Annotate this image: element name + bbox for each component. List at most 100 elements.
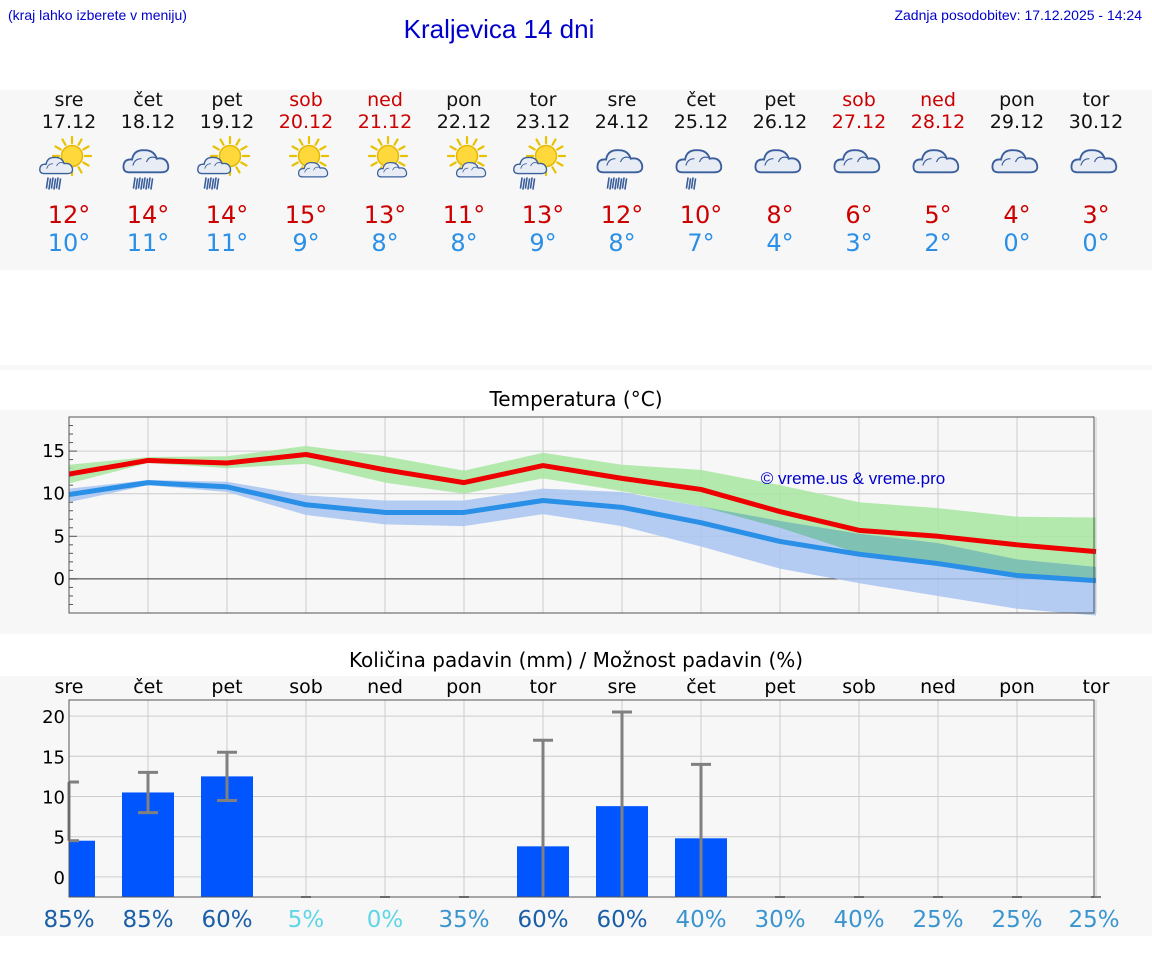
x-category-label: čet <box>133 676 163 698</box>
precipitation-probability: 35% <box>438 907 489 933</box>
sun-ray <box>291 145 299 151</box>
precipitation-chart: sre čet pet sob ned pon tor sre čet pet sob ned pon t… <box>42 676 1119 933</box>
cloud-line <box>777 156 789 163</box>
cloud-icon <box>596 149 644 174</box>
day-column: ned 21.12 13° 8° <box>345 89 425 257</box>
day-date: 20.12 <box>278 111 334 133</box>
precipitation-probability: 85% <box>122 907 173 933</box>
cloud-line <box>214 162 222 167</box>
cloud-line <box>1080 158 1090 166</box>
rain-drop <box>203 177 207 189</box>
sun-ray <box>240 145 248 151</box>
max-temperature: 14° <box>205 201 249 229</box>
cloud-line <box>56 162 64 167</box>
sun-ray <box>235 138 241 146</box>
max-temperature: 11° <box>442 201 486 229</box>
sun-ray <box>319 145 327 151</box>
day-date: 18.12 <box>120 111 176 133</box>
min-temperature: 0° <box>1082 229 1110 257</box>
sun-ray <box>472 138 478 146</box>
precipitation-probability: 85% <box>43 907 94 933</box>
day-date: 29.12 <box>989 111 1045 133</box>
rain-drop <box>58 178 62 190</box>
cloud-line <box>46 163 53 169</box>
day-date: 22.12 <box>436 111 492 133</box>
precipitation-probability: 60% <box>201 907 252 933</box>
cloud-shape <box>122 149 170 174</box>
sun-ray <box>551 166 557 174</box>
sun-cloud-rain-icon <box>29 133 109 201</box>
x-category-label: pet <box>211 676 242 698</box>
precipitation-probability: 60% <box>517 907 568 933</box>
x-category-label: sob <box>842 676 876 698</box>
cloud-shape <box>513 156 548 175</box>
min-temperature: 0° <box>1003 229 1031 257</box>
cloud-line <box>471 166 478 171</box>
cloud-shape <box>297 161 329 178</box>
sun-ray <box>535 138 541 146</box>
day-column: ned 28.12 5° 2° <box>898 89 978 257</box>
rain-drop <box>145 178 149 190</box>
rain-drop <box>693 178 697 190</box>
sun-ray <box>82 161 90 167</box>
rain-drop <box>50 177 54 189</box>
rain-drop <box>619 178 623 190</box>
cloud-icon <box>197 156 232 175</box>
cloud-shape <box>754 149 802 174</box>
rain-drop <box>609 178 613 190</box>
min-temperature-line <box>68 480 1097 584</box>
sun-ray <box>556 161 564 167</box>
x-category-label: ned <box>920 676 956 698</box>
max-temperature: 4° <box>1003 201 1031 229</box>
day-column: čet 18.12 14° 11° <box>108 89 188 257</box>
cloud-shape <box>991 149 1039 174</box>
min-temperature: 3° <box>845 229 873 257</box>
day-column: sre 24.12 12° 8° <box>582 89 662 257</box>
max-temperature: 15° <box>284 201 328 229</box>
cloud-line <box>462 167 469 173</box>
min-temperature: 11° <box>205 229 249 257</box>
rain-drop <box>213 177 217 189</box>
rain-drop <box>522 178 526 190</box>
rain-drop <box>519 177 523 189</box>
rain-drop <box>688 178 692 190</box>
day-name: čet <box>686 89 716 111</box>
precipitation-probability: 60% <box>596 907 647 933</box>
rain-drop <box>147 177 151 189</box>
day-column: tor 30.12 3° 0° <box>1056 89 1136 257</box>
sun-ray <box>377 138 383 146</box>
max-temperature: 14° <box>126 201 170 229</box>
cloud-line <box>1001 158 1011 166</box>
day-name: pet <box>764 89 796 111</box>
cloud-line <box>843 158 853 166</box>
day-date: 19.12 <box>199 111 255 133</box>
y-tick-label: 15 <box>42 441 65 462</box>
rain-drop <box>216 178 220 190</box>
day-name: ned <box>367 89 403 111</box>
precipitation-probability: 5% <box>288 907 325 933</box>
rain-icon <box>519 177 536 190</box>
cloud-shape <box>197 156 232 175</box>
cloud-line <box>313 166 320 171</box>
rain-drop <box>621 177 625 189</box>
cloud-icon <box>513 156 548 175</box>
cloud-icon <box>376 161 408 178</box>
sun-ray <box>77 138 83 146</box>
cloud-line <box>520 163 527 169</box>
cloud-icon <box>455 161 487 178</box>
sun-ray <box>314 138 320 146</box>
sun-ray <box>398 145 406 151</box>
sun-ray <box>212 145 220 151</box>
day-name: tor <box>1082 89 1110 111</box>
precipitation-probability: 40% <box>675 907 726 933</box>
max-temperature: 5° <box>924 201 952 229</box>
cloud-line <box>145 156 157 163</box>
x-category-label: ned <box>367 676 403 698</box>
x-category-label: tor <box>1083 676 1110 698</box>
sun-ray <box>298 138 304 146</box>
rain-drop <box>137 177 141 189</box>
day-name: sre <box>607 89 637 111</box>
rain-drop <box>524 177 528 189</box>
cloud-rain-icon <box>108 133 188 201</box>
rain-drop <box>135 178 139 190</box>
